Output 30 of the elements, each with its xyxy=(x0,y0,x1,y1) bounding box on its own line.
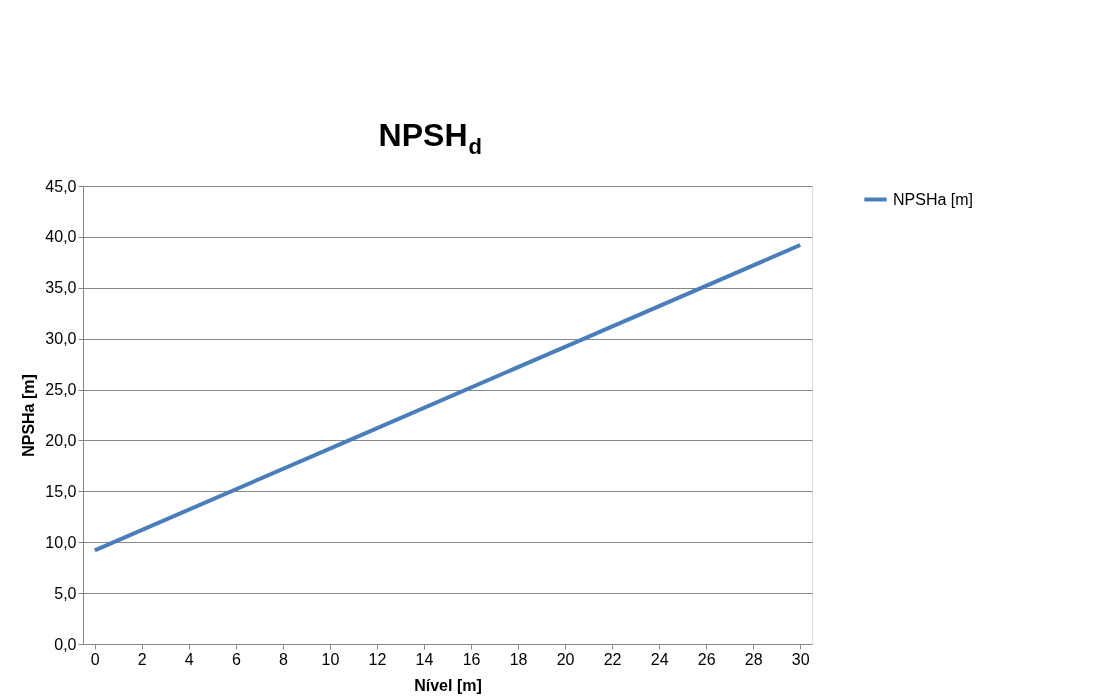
y-tick-label: 15,0 xyxy=(45,482,77,500)
legend-label: NPSHa [m] xyxy=(893,190,974,208)
x-axis-title: Nível [m] xyxy=(414,676,482,694)
x-tick-label: 24 xyxy=(650,650,669,668)
x-tick-label: 26 xyxy=(697,650,716,668)
x-tick-label: 16 xyxy=(462,650,481,668)
y-tick-label: 10,0 xyxy=(45,533,77,551)
x-tick-label: 2 xyxy=(137,650,147,668)
x-tick-label: 10 xyxy=(321,650,340,668)
x-tick-label: 4 xyxy=(184,650,194,668)
y-axis-title: NPSHa [m] xyxy=(20,374,38,457)
y-tick-label: 5,0 xyxy=(54,584,77,602)
y-tick-label: 35,0 xyxy=(45,279,77,297)
y-tick-label: 45,0 xyxy=(45,177,77,195)
x-tick-label: 28 xyxy=(744,650,763,668)
x-tick-label: 18 xyxy=(509,650,528,668)
x-tick-label: 8 xyxy=(278,650,288,668)
y-tick-label: 0,0 xyxy=(54,635,77,653)
y-tick-label: 20,0 xyxy=(45,431,77,449)
x-tick-label: 14 xyxy=(415,650,434,668)
x-tick-label: 0 xyxy=(90,650,100,668)
y-tick-label: 25,0 xyxy=(45,381,77,399)
x-tick-label: 30 xyxy=(791,650,810,668)
x-tick-label: 6 xyxy=(231,650,241,668)
y-tick-label: 30,0 xyxy=(45,330,77,348)
line-series xyxy=(92,243,803,553)
y-tick-label: 40,0 xyxy=(45,228,77,246)
x-tick-label: 22 xyxy=(603,650,622,668)
x-tick-label: 12 xyxy=(368,650,387,668)
x-tick-label: 20 xyxy=(556,650,575,668)
